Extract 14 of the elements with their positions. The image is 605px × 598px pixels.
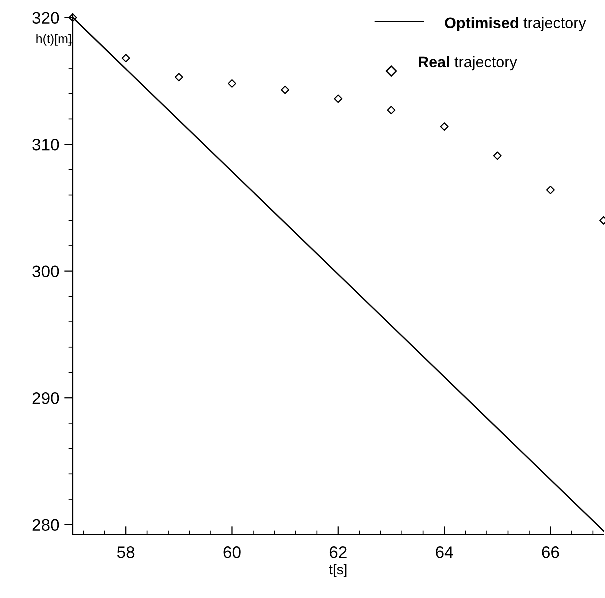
- x-tick-label: 58: [117, 546, 135, 558]
- y-tick-label: 300: [32, 266, 60, 278]
- y-tick-label: 320: [32, 12, 60, 24]
- x-axis-title: t[s]: [329, 564, 347, 578]
- y-axis-title: h(t)[m]: [36, 34, 72, 46]
- y-tick-label: 280: [32, 519, 60, 532]
- x-tick-label: 62: [330, 546, 347, 558]
- x-tick-label: 66: [542, 546, 560, 558]
- legend-label: Optimised trajectory: [445, 17, 586, 32]
- y-tick-label: 290: [32, 392, 60, 404]
- x-tick-label: 60: [224, 546, 241, 558]
- y-tick-label: 310: [32, 138, 60, 151]
- legend-label: Real trajectory: [419, 56, 518, 71]
- x-tick-label: 64: [436, 546, 454, 558]
